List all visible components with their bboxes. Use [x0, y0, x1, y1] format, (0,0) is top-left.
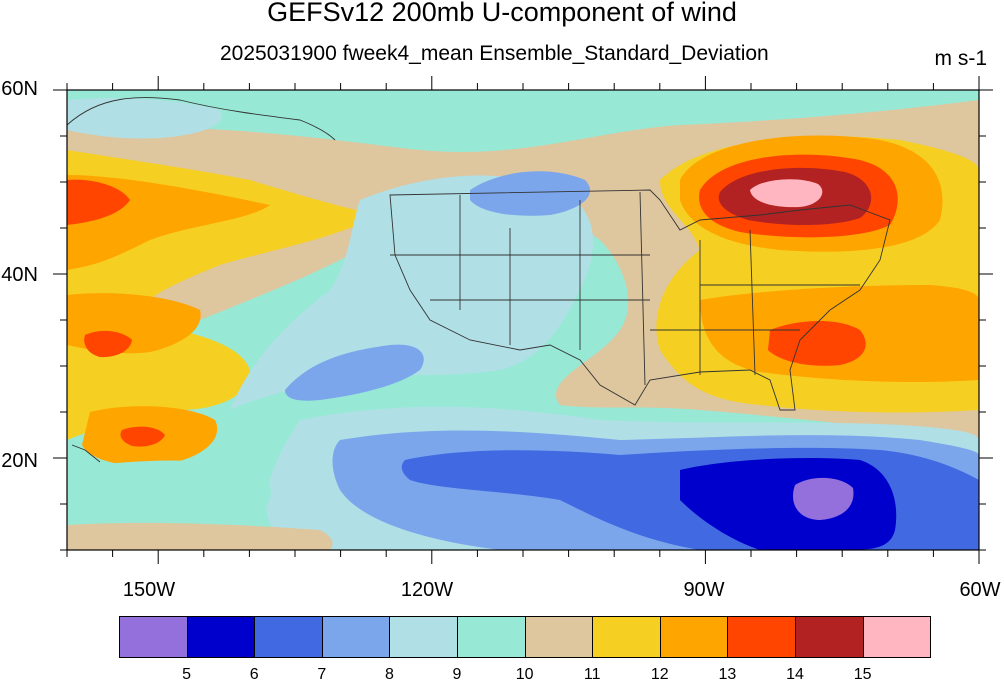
- lon-label-120w: 120W: [400, 579, 454, 601]
- colorbar-label: 10: [515, 666, 534, 683]
- contour-field: [67, 90, 979, 550]
- colorbar-label: 9: [452, 666, 462, 683]
- contour-14-west: [67, 179, 130, 225]
- colorbar-label: 5: [182, 666, 192, 683]
- contour-9-nw: [67, 98, 222, 139]
- colorbar-label: 11: [583, 666, 601, 683]
- lon-label-150w: 150W: [122, 579, 176, 601]
- lat-label-40n: 40N: [1, 264, 38, 286]
- colorbar-swatch: [862, 616, 932, 658]
- lon-label-60w: 60W: [959, 579, 1001, 601]
- colorbar-swatch: [524, 616, 594, 658]
- colorbar-swatch: [592, 616, 661, 658]
- coastlines: [67, 97, 336, 463]
- chart-title: GEFSv12 200mb U-component of wind: [267, 0, 737, 27]
- contour-14-se: [768, 321, 866, 366]
- axis-ticks: [53, 76, 993, 564]
- colorbar-swatch: [119, 616, 188, 658]
- contour-8-nw: [470, 171, 591, 216]
- colorbar-swatch: [659, 616, 729, 658]
- lat-label-20n: 20N: [1, 450, 38, 472]
- colorbar-swatch: [321, 616, 391, 658]
- colorbar-label: 14: [786, 666, 804, 683]
- colorbar-swatch: [727, 616, 796, 658]
- contour-10-bottom: [67, 460, 271, 535]
- contour-5-south: [792, 477, 854, 520]
- colorbar-swatch: [457, 616, 526, 658]
- contour-14-midwest: [84, 330, 132, 358]
- units-label: m s-1: [934, 47, 988, 70]
- lat-label-60n: 60N: [1, 78, 38, 100]
- colorbar-label: 6: [249, 666, 259, 683]
- colorbar-label: 8: [384, 666, 394, 683]
- colorbar-label: 7: [317, 666, 327, 683]
- contour-8-mid: [285, 344, 424, 401]
- contour-11-bottom: [67, 522, 333, 550]
- contour-6-south: [680, 458, 897, 550]
- colorbar-swatch: [186, 616, 256, 658]
- chart-subtitle: 2025031900 fweek4_mean Ensemble_Standard…: [220, 42, 769, 65]
- contour-14-hawaii: [120, 426, 165, 447]
- colorbar-label: 15: [853, 666, 872, 683]
- colorbar-swatch: [254, 616, 323, 658]
- lon-label-90w: 90W: [683, 579, 725, 601]
- colorbar-label: 12: [650, 666, 669, 683]
- state-boundaries: [389, 189, 891, 411]
- contour-16-ne: [750, 179, 823, 208]
- colorbar-label: 13: [718, 666, 737, 683]
- colorbar-swatch: [795, 616, 864, 658]
- colorbar-swatch: [389, 616, 458, 658]
